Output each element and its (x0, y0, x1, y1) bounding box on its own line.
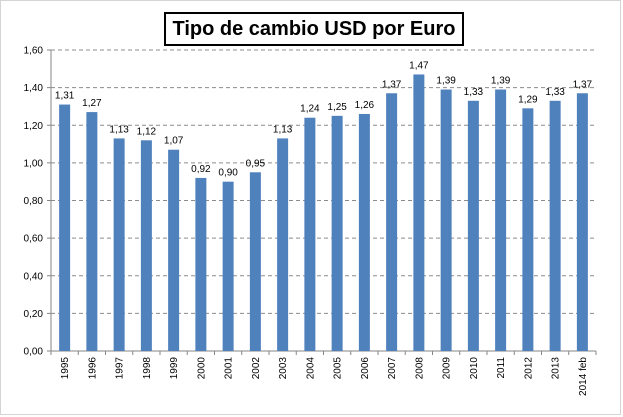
bar (522, 108, 534, 351)
bar (549, 100, 561, 351)
bar (113, 138, 125, 351)
data-label: 1,25 (327, 102, 347, 113)
x-tick-label: 2003 (278, 357, 289, 380)
data-label: 1,26 (355, 100, 375, 111)
bar (277, 138, 289, 351)
data-label: 1,12 (137, 126, 157, 137)
x-tick-label: 1999 (169, 357, 180, 380)
y-tick-label: 1,60 (24, 46, 44, 57)
data-label: 1,33 (545, 87, 565, 98)
x-tick-label: 2004 (305, 357, 316, 380)
x-tick-label: 1998 (142, 357, 153, 380)
data-label: 1,39 (491, 76, 511, 87)
data-label: 1,24 (300, 104, 320, 115)
x-tick-label: 1995 (60, 357, 71, 380)
bar (413, 74, 425, 352)
y-tick-label: 1,00 (24, 158, 44, 169)
bar (495, 89, 507, 351)
data-label: 1,37 (382, 79, 402, 90)
data-label: 0,92 (191, 164, 211, 175)
y-tick-label: 0,00 (24, 347, 44, 358)
bar (140, 140, 152, 351)
data-label: 1,29 (518, 94, 538, 105)
bar (304, 117, 316, 351)
x-tick-label: 2002 (251, 357, 262, 380)
x-tick-label: 2007 (387, 357, 398, 380)
data-label: 1,37 (573, 79, 593, 90)
x-tick-label: 1997 (115, 357, 126, 380)
data-label: 1,07 (164, 136, 184, 147)
x-tick-label: 2008 (414, 357, 425, 380)
bar (222, 181, 234, 351)
data-label: 0,95 (246, 158, 266, 169)
y-tick-label: 0,40 (24, 271, 44, 282)
bar (86, 112, 98, 351)
x-tick-label: 2011 (496, 357, 507, 379)
bar (358, 113, 370, 352)
bar (576, 93, 588, 352)
x-tick-label: 2009 (442, 357, 453, 380)
bar (59, 104, 71, 352)
x-tick-label: 2005 (333, 357, 344, 380)
data-label: 1,27 (82, 98, 102, 109)
y-tick-label: 1,40 (24, 83, 44, 94)
bar (168, 149, 180, 351)
data-label: 1,47 (409, 60, 429, 71)
data-label: 1,39 (436, 76, 456, 87)
bar (195, 177, 207, 351)
bar (331, 115, 343, 351)
bar (467, 100, 479, 351)
x-tick-label: 2014 feb (578, 357, 589, 396)
data-label: 0,90 (218, 168, 238, 179)
data-label: 1,13 (109, 124, 129, 135)
data-label: 1,31 (55, 91, 75, 102)
x-tick-label: 2006 (360, 357, 371, 380)
y-tick-label: 1,20 (24, 121, 44, 132)
bar (249, 172, 261, 351)
x-tick-label: 2010 (469, 357, 480, 380)
x-tick-label: 2012 (523, 357, 534, 380)
bar (386, 93, 398, 352)
x-tick-label: 2000 (196, 357, 207, 380)
y-tick-label: 0,20 (24, 309, 44, 320)
bar (440, 89, 452, 351)
y-tick-label: 0,60 (24, 234, 44, 245)
y-tick-label: 0,80 (24, 196, 44, 207)
data-label: 1,13 (273, 124, 293, 135)
chart-title: Tipo de cambio USD por Euro (164, 12, 464, 46)
x-tick-label: 1996 (87, 357, 98, 380)
x-tick-label: 2001 (224, 357, 235, 380)
data-label: 1,33 (464, 87, 484, 98)
x-tick-label: 2013 (551, 357, 562, 380)
